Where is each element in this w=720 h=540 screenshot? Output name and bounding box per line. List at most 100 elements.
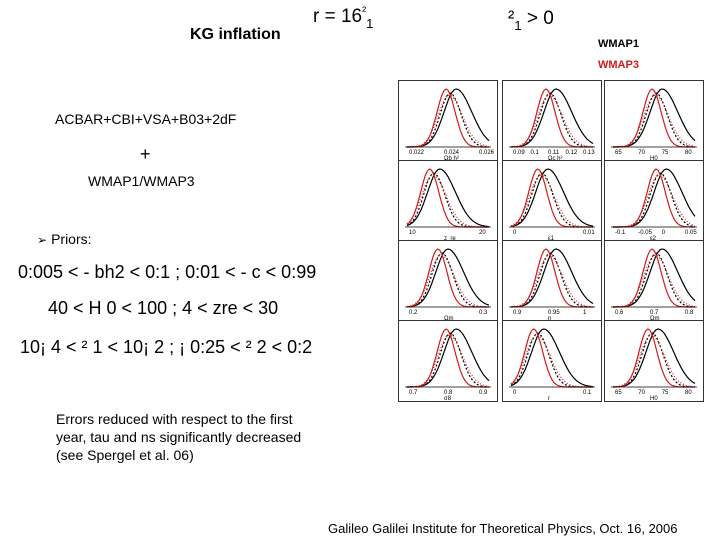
posterior-panel: 0 0.1 r — [502, 320, 602, 402]
posterior-curve — [510, 168, 593, 228]
posterior-curve — [510, 168, 594, 228]
posterior-panel: 65 70 75 80 H0 — [604, 320, 704, 402]
panel-x-label: z_re — [444, 236, 456, 241]
posterior-panel: 65 70 75 80 H0 — [604, 80, 704, 162]
slide-title: KG inflation — [190, 26, 281, 43]
panel-tick-label: 0.3 — [479, 310, 488, 316]
posterior-curve — [511, 248, 594, 308]
panel-x-label: Ωm — [444, 316, 453, 321]
posterior-curve — [406, 168, 490, 228]
posterior-curve — [510, 88, 593, 148]
panel-x-label: ε1 — [548, 236, 555, 241]
legend-wmap1: WMAP1 — [598, 38, 639, 50]
posterior-curve — [613, 248, 695, 308]
posterior-curve — [612, 94, 696, 148]
panel-tick-label: 0.8 — [444, 390, 453, 396]
equation-eps-main: ² — [508, 8, 515, 29]
panel-x-label: n — [548, 316, 551, 321]
posterior-curve — [511, 88, 594, 148]
prior-line-3: 10¡ 4 < ² 1 < 10¡ 2 ; ¡ 0:25 < ² 2 < 0:2 — [20, 337, 313, 357]
panel-tick-label: 0 — [513, 390, 517, 396]
panel-tick-label: 10 — [409, 230, 416, 236]
panel-tick-label: 0.05 — [685, 230, 697, 236]
posterior-panel: 10 20 z_re — [398, 160, 498, 242]
panel-tick-label: 1 — [583, 310, 587, 316]
posterior-panel: 0.7 0.8 0.9 σ8 — [398, 320, 498, 402]
prior-line-1: 0:005 < - bh2 < 0:1 ; 0:01 < - c < 0:99 — [18, 262, 317, 282]
equation-r: r = 16²1 — [313, 4, 374, 31]
posterior-curve — [613, 88, 696, 148]
plus-sign: + — [140, 144, 151, 164]
panel-tick-label: 80 — [685, 150, 692, 156]
panel-tick-label: 0.11 — [548, 150, 560, 156]
panel-tick-label: 0.8 — [685, 310, 694, 316]
panel-tick-label: 0.7 — [650, 310, 659, 316]
posterior-curve — [406, 334, 490, 388]
posterior-panel: 0.2 0.3 Ωm — [398, 240, 498, 322]
panel-tick-label: 0.026 — [479, 150, 495, 156]
panel-x-label: H0 — [650, 156, 658, 161]
posterior-panel: 0.09 0.1 0.11 0.12 0.13 Ωc h² — [502, 80, 602, 162]
panel-tick-label: 0.9 — [513, 310, 522, 316]
panel-x-label: H0 — [650, 396, 658, 401]
panel-tick-label: 0.1 — [583, 390, 592, 396]
equation-r-sub: 1 — [366, 16, 374, 31]
posterior-curve — [612, 334, 696, 388]
panel-x-label: Ωm — [650, 316, 659, 321]
posterior-curve — [510, 94, 594, 148]
panel-x-label: ε2 — [650, 236, 657, 241]
posterior-curve — [407, 88, 489, 148]
panel-tick-label: 0 — [513, 230, 517, 236]
posterior-panel: 0.9 0.95 1 n — [502, 240, 602, 322]
panel-tick-label: 0.13 — [583, 150, 595, 156]
priors-heading: ➢ Priors: — [37, 231, 92, 247]
equation-r-main: r = 16 — [313, 6, 363, 27]
panel-tick-label: 0.01 — [583, 230, 595, 236]
panel-tick-label: 0.7 — [409, 390, 418, 396]
panel-x-label: σ8 — [444, 396, 452, 401]
panel-tick-label: 0.1 — [531, 150, 540, 156]
posterior-curve — [510, 254, 594, 308]
posterior-curve — [613, 168, 696, 228]
panel-tick-label: 0.95 — [548, 310, 560, 316]
posterior-panel: -0.1 -0.05 0 0.05 ε2 — [604, 160, 704, 242]
panel-tick-label: 0.022 — [409, 150, 425, 156]
legend-wmap3: WMAP3 — [598, 59, 639, 71]
panel-tick-label: 75 — [662, 150, 669, 156]
posterior-curve — [406, 248, 490, 308]
equation-eps-sub: 1 — [514, 18, 522, 33]
panel-tick-label: 0.024 — [444, 150, 460, 156]
posterior-curve — [407, 328, 490, 388]
posterior-panel: 0 0.01 ε1 — [502, 160, 602, 242]
panel-tick-label: 0.9 — [479, 390, 488, 396]
panel-tick-label: 0.09 — [513, 150, 525, 156]
posterior-curve — [406, 248, 489, 308]
panel-tick-label: 0.2 — [409, 310, 418, 316]
panel-tick-label: 0.12 — [566, 150, 578, 156]
errors-note: Errors reduced with respect to the first… — [56, 411, 302, 463]
panel-x-label: Ωb h² — [444, 156, 459, 161]
panel-tick-label: 75 — [662, 390, 669, 396]
datasets-label: ACBAR+CBI+VSA+B03+2dF — [55, 111, 237, 127]
posterior-curve — [613, 172, 696, 228]
panel-x-label: Ωc h² — [548, 156, 563, 161]
posterior-curve — [407, 328, 489, 388]
posterior-curve — [612, 328, 695, 388]
posterior-curve — [613, 168, 695, 228]
panel-tick-label: 65 — [615, 150, 622, 156]
equation-eps-rest: > 0 — [526, 8, 554, 29]
priors-label: Priors: — [51, 231, 92, 247]
posterior-panel: 0.6 0.7 0.8 Ωm — [604, 240, 704, 322]
panel-tick-label: 70 — [638, 150, 645, 156]
prior-line-2: 40 < H 0 < 100 ; 4 < zre < 30 — [48, 298, 279, 318]
panel-tick-label: 80 — [685, 390, 692, 396]
arrow-bullet-icon: ➢ — [37, 233, 48, 247]
posterior-curve — [406, 254, 489, 308]
posterior-curve — [510, 328, 594, 388]
posterior-curve — [510, 248, 593, 308]
posterior-curve — [407, 88, 490, 148]
posterior-curve — [612, 254, 696, 308]
equation-eps: ²1 > 0 — [508, 8, 554, 33]
panel-tick-label: 20 — [479, 230, 486, 236]
equation-r-sup: ² — [362, 4, 367, 18]
